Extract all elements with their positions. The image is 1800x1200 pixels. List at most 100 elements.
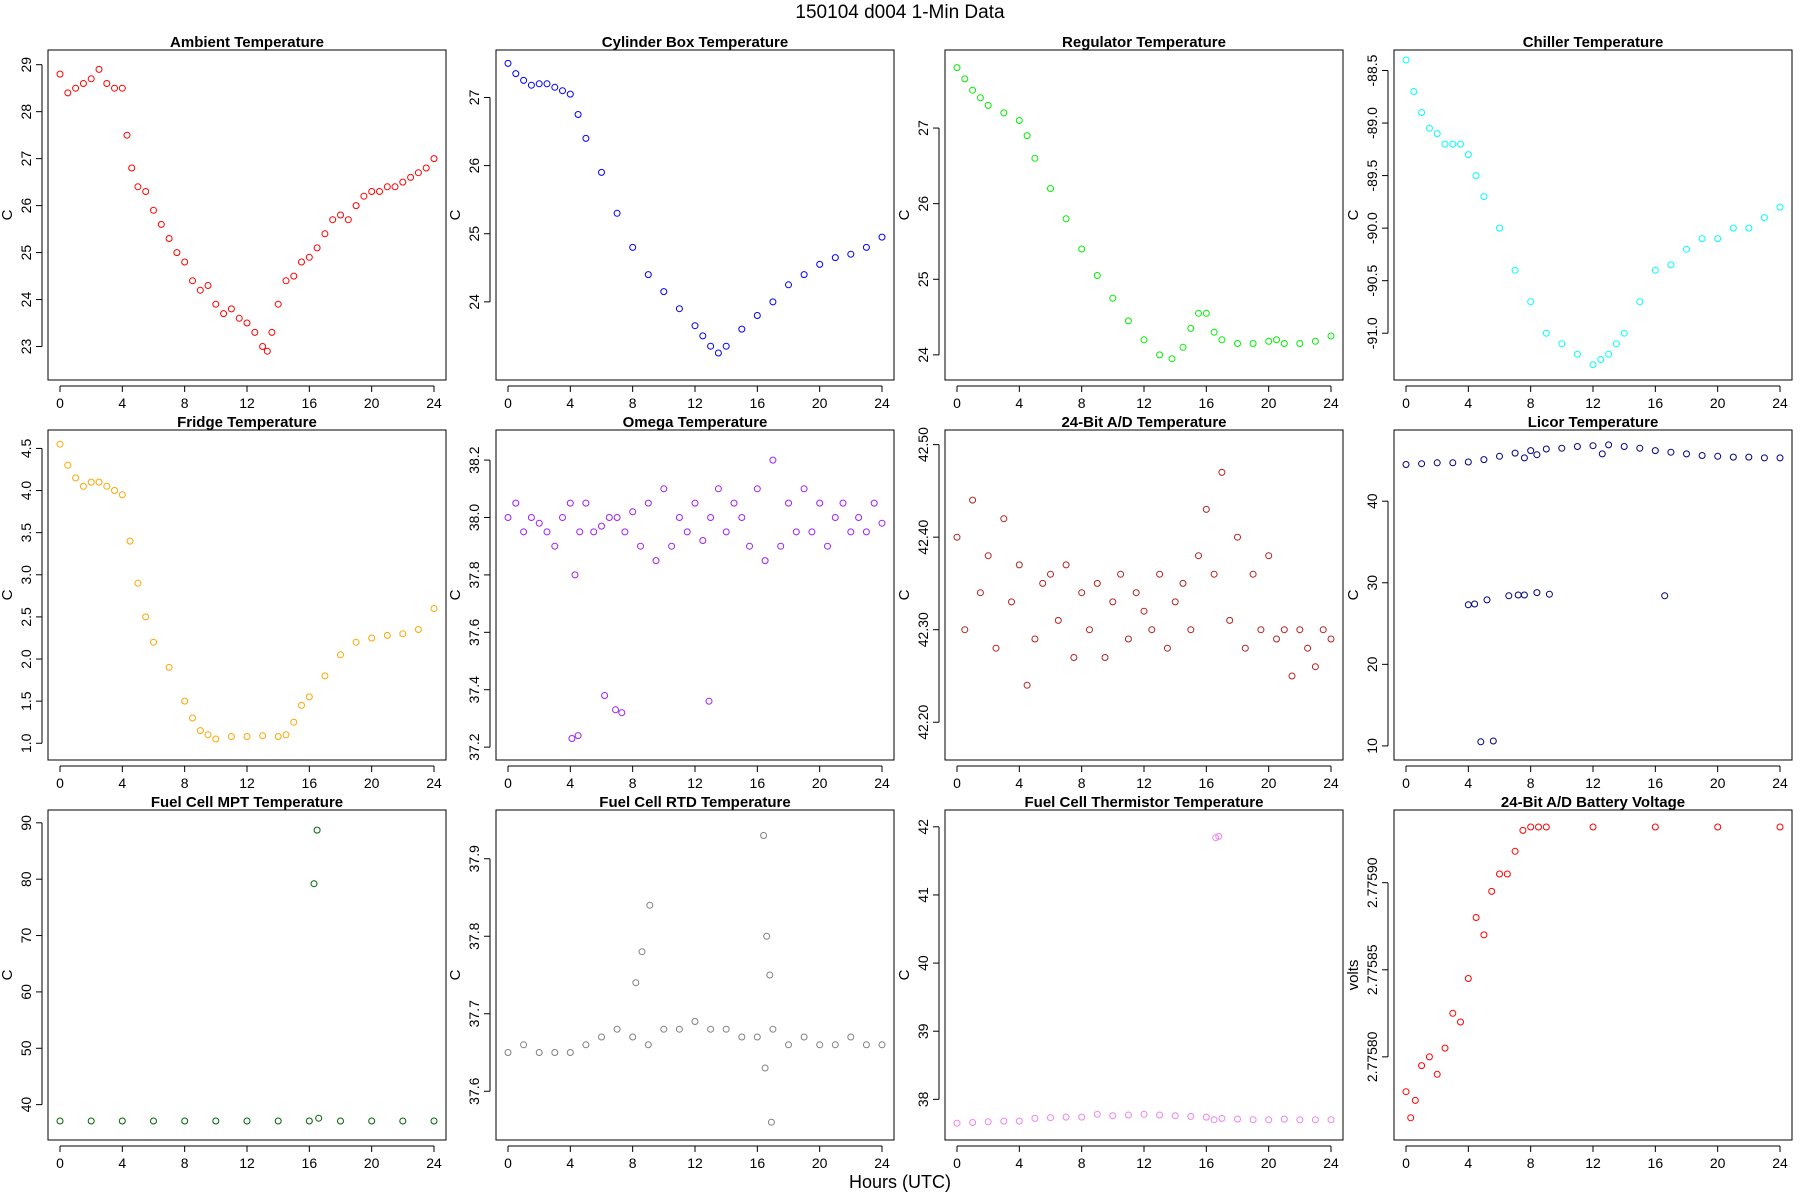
data-point [535, 1049, 543, 1056]
data-point [785, 281, 792, 289]
data-point [769, 1025, 777, 1033]
data-point [235, 314, 243, 322]
y-tick-label: 40 [18, 1097, 34, 1113]
data-point [1327, 635, 1335, 643]
data-point [1698, 452, 1706, 459]
x-tick-label: 0 [56, 775, 64, 791]
data-point [1511, 847, 1519, 855]
panel-1: Ambient Temperature C 0 4 8 12 16 20 24 23 24 25 26 2… [0, 34, 447, 411]
data-point [414, 626, 422, 633]
data-point [212, 1117, 220, 1125]
y-tick-label: -90.0 [1364, 212, 1380, 244]
data-point [1407, 1114, 1415, 1122]
panel-6: Omega Temperature C 0 4 8 12 16 20 24 37.2 37.4 37.… [447, 414, 895, 791]
data-point [629, 1033, 637, 1041]
data-point [251, 328, 259, 336]
x-tick-label: 12 [687, 1155, 703, 1171]
data-point [1433, 130, 1441, 138]
plot-frame [495, 809, 895, 1141]
data-point [1480, 193, 1488, 201]
data-point [520, 1041, 528, 1049]
data-point [816, 260, 824, 268]
data-point [953, 1119, 961, 1127]
y-tick-label: 42 [915, 819, 931, 835]
data-point [1433, 1070, 1441, 1078]
data-point [263, 347, 271, 355]
data-point [1109, 1112, 1117, 1120]
data-point [134, 183, 142, 191]
data-point [1039, 579, 1047, 587]
data-point [753, 1033, 761, 1041]
data-point [87, 1117, 95, 1125]
data-point [1249, 340, 1257, 347]
plot-frame [944, 429, 1344, 761]
data-point [629, 243, 637, 251]
data-point [337, 1117, 344, 1125]
data-point [391, 183, 399, 191]
data-point [839, 499, 847, 507]
data-point [683, 528, 691, 536]
data-point [274, 1117, 282, 1125]
data-point [1008, 598, 1015, 606]
data-point [675, 305, 683, 313]
y-tick-label: 42.50 [915, 427, 931, 462]
data-point [574, 111, 582, 118]
y-tick-label: 70 [18, 928, 34, 944]
data-point [430, 1117, 438, 1125]
y-tick-label: -89.0 [1364, 107, 1380, 139]
data-point [95, 478, 103, 486]
data-point [1472, 914, 1480, 921]
data-point [399, 630, 407, 638]
data-point [315, 1114, 323, 1122]
panel-title: 24-Bit A/D Temperature [1061, 414, 1226, 431]
x-tick-label: 12 [1136, 1155, 1152, 1171]
x-tick-label: 16 [1199, 775, 1215, 791]
panel-8: Licor Temperature C 0 4 8 12 16 20 24 10 20 30 40 [1345, 414, 1793, 791]
data-point [196, 286, 204, 294]
data-point [1505, 592, 1513, 600]
data-point [1418, 460, 1426, 468]
data-point [1511, 266, 1519, 274]
data-point [95, 65, 103, 73]
data-point [969, 86, 977, 94]
data-point [652, 557, 660, 565]
data-point [1527, 298, 1535, 306]
data-point [204, 731, 212, 739]
data-point [714, 485, 722, 493]
data-point [646, 901, 654, 909]
x-tick-label: 0 [953, 1155, 961, 1171]
y-tick-label: 40 [1364, 493, 1380, 509]
y-tick-label: 41 [915, 887, 931, 903]
data-point [1661, 592, 1669, 600]
data-point [976, 589, 984, 597]
x-tick-label: 8 [181, 1155, 189, 1171]
x-tick-label: 20 [812, 775, 828, 791]
data-point [1202, 1113, 1210, 1121]
data-point [189, 277, 196, 285]
x-tick-label: 4 [1464, 395, 1472, 411]
data-point [969, 496, 977, 504]
data-point [1031, 154, 1039, 162]
data-point [777, 542, 785, 550]
x-tick-label: 8 [1527, 1155, 1535, 1171]
data-point [816, 499, 824, 507]
data-point [1187, 1112, 1195, 1120]
data-point [259, 732, 267, 740]
data-point [430, 155, 438, 163]
data-point [1210, 570, 1218, 578]
data-point [1488, 887, 1496, 895]
y-tick-label: 27 [18, 151, 34, 167]
data-point [243, 733, 251, 740]
data-point [632, 979, 640, 987]
y-tick-label: 25 [915, 271, 931, 287]
data-point [644, 271, 652, 279]
data-point [1093, 579, 1101, 587]
x-tick-label: 4 [566, 1155, 574, 1171]
y-tick-label: 37.9 [466, 845, 482, 872]
panel-title: Fridge Temperature [177, 414, 317, 431]
data-point [576, 528, 584, 536]
data-point [103, 80, 111, 87]
data-point [1402, 1088, 1410, 1096]
data-point [298, 701, 305, 709]
